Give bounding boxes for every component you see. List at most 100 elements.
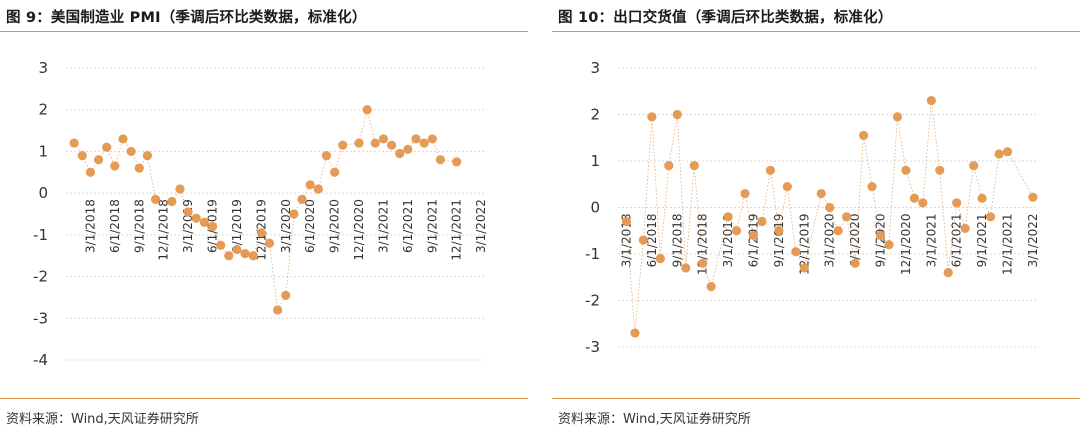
data-point [842, 212, 852, 222]
data-point [858, 130, 869, 141]
x-tick-label: 3/1/2018 [619, 214, 633, 268]
series-connector [753, 221, 763, 236]
series-connector [171, 188, 181, 202]
series-connector [334, 145, 344, 173]
data-point [338, 140, 348, 150]
x-tick-label: 6/1/2018 [645, 214, 659, 268]
data-point [647, 112, 657, 122]
x-tick-label: 9/1/2020 [874, 214, 888, 268]
data-point [183, 207, 193, 217]
data-point [411, 134, 421, 144]
data-point [427, 134, 437, 144]
data-point [935, 165, 945, 175]
data-point [435, 155, 446, 165]
series-connector [269, 243, 279, 310]
data-point [782, 181, 792, 192]
data-point [216, 240, 226, 250]
series-connector [897, 116, 907, 171]
data-point [354, 138, 364, 148]
data-point [403, 144, 413, 154]
y-tick-label: -4 [33, 351, 48, 369]
y-tick-label: -2 [585, 292, 600, 310]
series-connector [90, 159, 99, 173]
data-point [884, 240, 894, 250]
series-connector [846, 216, 856, 264]
data-point [731, 226, 742, 236]
y-tick-label: 1 [38, 142, 48, 160]
chart-panel-export-delivery: 图 10：出口交货值（季调后环比类数据，标准化） 3 2 1 0 -1 -2 -3 3/1/2… [552, 0, 1080, 430]
data-point [102, 142, 112, 152]
data-point [224, 251, 234, 261]
series-connector [676, 114, 687, 268]
data-point [977, 193, 987, 203]
data-point [69, 138, 79, 148]
data-point [1028, 192, 1038, 202]
data-point [134, 163, 144, 173]
x-tick-label: 9/1/2019 [772, 214, 786, 268]
series-connector [837, 216, 847, 231]
data-point [232, 244, 242, 255]
data-point [110, 161, 120, 171]
data-point [723, 212, 733, 222]
data-point [289, 209, 299, 219]
x-tick-label: 3/1/2020 [279, 199, 293, 253]
series-connector [744, 193, 754, 236]
series-connector [685, 165, 695, 268]
data-point [77, 151, 87, 161]
footer-rule [552, 398, 1080, 399]
data-point [960, 223, 970, 234]
x-tick-label: 6/1/2018 [108, 199, 122, 253]
series-connector [930, 100, 941, 171]
series-connector [871, 186, 881, 236]
series-connector [803, 193, 822, 269]
data-point [621, 216, 632, 227]
series-connector [761, 170, 771, 222]
series-connector [668, 114, 678, 166]
series-connector [122, 138, 132, 152]
series-connector [98, 147, 108, 160]
data-point [1002, 147, 1013, 157]
series-connector [626, 221, 636, 334]
data-point [689, 161, 699, 171]
chart-panel-us-pmi: 图 9：美国制造业 PMI（季调后环比类数据，标准化） 3 2 1 0 -1 -2 -3 -4… [0, 0, 528, 430]
x-tick-label: 3/1/2021 [376, 199, 390, 253]
series-connector [778, 186, 788, 231]
data-point [681, 263, 691, 273]
data-point [985, 212, 996, 222]
series-connector [634, 240, 644, 334]
data-point [362, 105, 372, 115]
series-connector [964, 165, 975, 229]
x-tick-label: 6/1/2020 [303, 199, 317, 253]
series-connector [651, 116, 661, 259]
series-connector [277, 295, 287, 311]
data-point [419, 138, 429, 148]
data-point [664, 161, 674, 171]
data-point [740, 188, 750, 199]
series-connector [138, 155, 148, 169]
x-tick-label: 9/1/2021 [425, 199, 439, 253]
data-point [142, 151, 152, 161]
series-connector [736, 193, 746, 231]
data-point [281, 290, 291, 300]
data-point [395, 148, 405, 159]
data-point [167, 196, 177, 207]
data-point [630, 328, 640, 338]
pmi-scatter-chart: 3 2 1 0 -1 -2 -3 -4 3/1/2018 6/1/2018 9/1/2018 12/1… [33, 59, 488, 369]
y-tick-label: -1 [585, 245, 600, 263]
x-tick-label: 3/1/2019 [721, 214, 735, 268]
data-point [297, 194, 307, 204]
chart-title: 图 10：出口交货值（季调后环比类数据，标准化） [558, 10, 893, 26]
x-tick-label: 6/1/2021 [950, 214, 964, 268]
y-tick-label: 0 [590, 199, 600, 217]
data-point [118, 134, 128, 144]
y-tick-label: 3 [38, 59, 48, 77]
title-rule [0, 31, 528, 32]
series-connector [939, 170, 949, 273]
data-point [305, 180, 315, 190]
data-point [313, 184, 323, 194]
data-point [765, 165, 776, 175]
data-point [774, 226, 784, 236]
data-point [892, 112, 903, 122]
x-tick-label: 9/1/2018 [670, 214, 684, 268]
x-tick-label: 9/1/2021 [975, 214, 989, 268]
